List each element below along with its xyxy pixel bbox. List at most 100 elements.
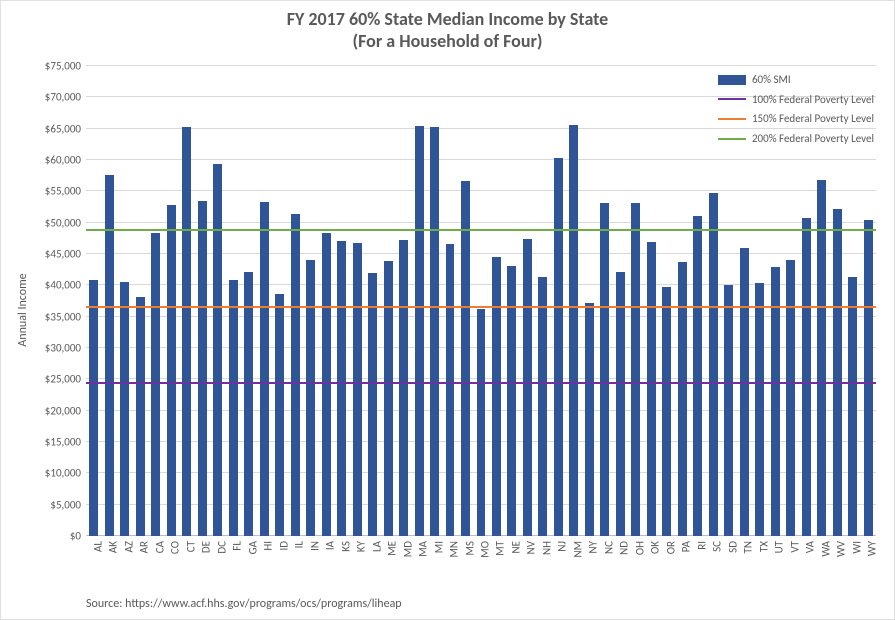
bar-OK [647, 242, 656, 536]
y-tick-label: $65,000 [45, 122, 81, 135]
x-tick-label: KS [339, 541, 352, 552]
y-tick-label: $35,000 [45, 310, 81, 323]
bar-IA [322, 233, 331, 536]
refline [86, 382, 876, 384]
bar-MO [477, 309, 486, 536]
bar-VA [802, 218, 811, 536]
x-tick-label: ID [277, 541, 290, 551]
x-tick-label: IA [324, 541, 337, 550]
bar-ID [275, 294, 284, 536]
x-tick-label: VA [804, 541, 817, 553]
refline [86, 306, 876, 308]
x-tick-label: OK [649, 541, 662, 554]
y-tick-label: $15,000 [45, 436, 81, 449]
x-tick-label: NJ [556, 541, 569, 552]
bar-LA [368, 273, 377, 536]
bar-OR [662, 287, 671, 536]
x-tick-label: NM [571, 541, 584, 558]
x-tick-label: ND [618, 541, 631, 555]
x-tick-label: MS [463, 541, 476, 555]
bar-NJ [554, 158, 563, 537]
x-tick-label: SC [711, 541, 724, 552]
legend-swatch-bars [718, 75, 746, 85]
y-tick-label: $30,000 [45, 342, 81, 355]
bar-MA [415, 126, 424, 536]
x-tick-label: GA [246, 541, 259, 554]
legend-item-line: 100% Federal Poverty Level [718, 91, 874, 109]
x-tick-label: IN [308, 541, 321, 551]
bar-RI [693, 216, 702, 536]
x-tick-label: AZ [122, 541, 135, 553]
y-tick-label: $10,000 [45, 467, 81, 480]
bar-TX [755, 283, 764, 536]
legend-swatch-line [718, 98, 746, 100]
x-tick-label: NC [602, 541, 615, 554]
x-tick-label: KY [355, 541, 368, 552]
x-tick-label: FL [231, 541, 244, 551]
bar-IN [306, 260, 315, 536]
bar-MI [430, 127, 439, 536]
bar-MN [446, 244, 455, 536]
bar-NY [585, 303, 594, 536]
x-tick-label: MO [479, 541, 492, 558]
legend-swatch-line [718, 118, 746, 120]
gridline [86, 190, 876, 191]
legend-label-line: 100% Federal Poverty Level [752, 91, 874, 109]
y-tick-label: $55,000 [45, 185, 81, 198]
x-tick-label: WA [819, 541, 832, 557]
x-tick-label: RI [695, 541, 708, 550]
x-tick-label: AK [107, 541, 120, 553]
x-tick-label: WV [835, 541, 848, 557]
source-text: Source: https://www.acf.hhs.gov/programs… [86, 597, 402, 611]
y-tick-label: $60,000 [45, 154, 81, 167]
bar-PA [678, 262, 687, 536]
bar-WI [848, 277, 857, 536]
chart-title-line2: (For a Household of Four) [1, 31, 894, 53]
bar-DE [198, 201, 207, 536]
y-tick-label: $50,000 [45, 216, 81, 229]
bar-KS [337, 241, 346, 536]
bar-VT [786, 260, 795, 536]
legend-item-line: 200% Federal Poverty Level [718, 130, 874, 148]
legend-item-line: 150% Federal Poverty Level [718, 110, 874, 128]
chart-title-line1: FY 2017 60% State Median Income by State [1, 9, 894, 31]
x-tick-label: PA [680, 541, 693, 552]
x-tick-label: TN [742, 541, 755, 553]
x-tick-label: OR [664, 541, 677, 554]
x-tick-label: IL [293, 541, 306, 548]
y-axis-title: Annual Income [16, 273, 30, 346]
legend-label-bars: 60% SMI [752, 71, 791, 89]
x-tick-label: CT [184, 541, 197, 552]
bar-HI [260, 202, 269, 536]
bar-SD [724, 285, 733, 536]
x-tick-label: SD [726, 541, 739, 553]
bar-MD [399, 240, 408, 536]
x-tick-label: AL [91, 541, 104, 552]
bar-NC [600, 203, 609, 536]
x-tick-label: AR [138, 541, 151, 553]
bar-GA [244, 272, 253, 536]
x-tick-label: LA [370, 541, 383, 552]
legend-item-bars: 60% SMI [718, 71, 874, 89]
x-tick-label: CO [169, 541, 182, 554]
x-tick-label: MD [401, 541, 414, 557]
bar-KY [353, 243, 362, 536]
bar-WA [817, 180, 826, 536]
y-tick-label: $40,000 [45, 279, 81, 292]
x-tick-label: NE [509, 541, 522, 553]
y-tick-label: $20,000 [45, 404, 81, 417]
x-tick-label: NH [540, 541, 553, 555]
gridline [86, 159, 876, 160]
x-tick-label: ME [386, 541, 399, 556]
bar-CA [151, 233, 160, 536]
bar-AR [136, 297, 145, 536]
bar-ME [384, 261, 393, 536]
bar-TN [740, 248, 749, 536]
y-tick-label: $25,000 [45, 373, 81, 386]
legend-label-line: 150% Federal Poverty Level [752, 110, 874, 128]
bar-WY [864, 220, 873, 536]
x-tick-label: NY [587, 541, 600, 553]
y-tick-label: $5,000 [50, 498, 81, 511]
bar-MS [461, 181, 470, 536]
bar-CO [167, 205, 176, 536]
